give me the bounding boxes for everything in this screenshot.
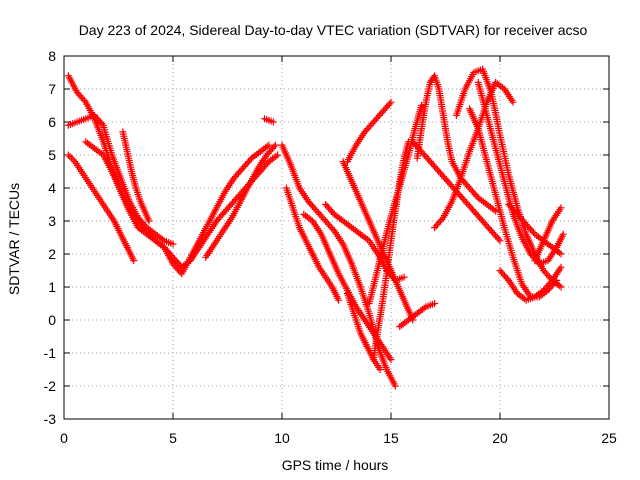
- x-tick-label: 0: [60, 430, 68, 446]
- chart-title: Day 223 of 2024, Sidereal Day-to-day VTE…: [79, 22, 588, 38]
- y-tick-label: 0: [48, 312, 56, 328]
- data-point: [509, 98, 517, 106]
- series-track-24: [496, 263, 565, 304]
- x-tick-label: 15: [383, 430, 399, 446]
- data-point: [246, 156, 254, 164]
- data-point: [557, 204, 565, 212]
- series-track-17: [396, 300, 439, 331]
- data-point: [431, 300, 439, 307]
- data-point: [329, 225, 337, 233]
- y-axis-label: SDTVAR / TECUs: [6, 183, 22, 295]
- data-point: [98, 120, 106, 128]
- y-tick-label: -3: [44, 411, 57, 427]
- data-marks: [64, 65, 567, 390]
- data-point: [418, 102, 426, 109]
- data-point: [557, 263, 565, 271]
- series-track-6: [202, 141, 279, 261]
- data-point: [274, 151, 282, 159]
- series-track-4: [82, 138, 282, 271]
- data-point: [263, 159, 271, 167]
- series-track-14: [370, 138, 412, 364]
- data-point: [473, 192, 481, 200]
- y-tick-label: 8: [48, 48, 56, 64]
- data-point: [69, 156, 77, 164]
- data-point: [387, 356, 395, 364]
- y-tick-label: 4: [48, 180, 56, 196]
- axis-ticks: 0 5 10 15 20 25 -3 -2 -1 0 1 2 3 4 5 6 7 8: [44, 48, 617, 446]
- data-point: [547, 278, 555, 286]
- data-point: [503, 275, 511, 283]
- data-point: [68, 154, 76, 162]
- y-tick-label: 2: [48, 246, 56, 262]
- data-point: [492, 207, 500, 215]
- plot-frame: [63, 55, 610, 420]
- data-point: [64, 151, 72, 159]
- data-point: [335, 296, 343, 304]
- data-point: [529, 229, 537, 237]
- series-track-21: [452, 65, 565, 291]
- data-point: [66, 153, 74, 161]
- series-track-3: [64, 151, 138, 265]
- data-point: [169, 240, 177, 248]
- x-tick-label: 20: [492, 430, 508, 446]
- x-tick-label: 10: [274, 430, 290, 446]
- y-tick-label: 5: [48, 147, 56, 163]
- data-point: [150, 235, 158, 243]
- y-tick-label: 7: [48, 81, 56, 97]
- data-point: [329, 209, 337, 217]
- series-track-26: [531, 204, 565, 265]
- data-point: [145, 217, 153, 225]
- x-tick-label: 25: [601, 430, 617, 446]
- data-point: [438, 215, 446, 223]
- data-point: [557, 250, 565, 258]
- data-point: [80, 97, 88, 105]
- data-point: [400, 273, 408, 281]
- series-track-15: [365, 102, 426, 307]
- grid: [64, 56, 609, 419]
- data-point: [559, 230, 567, 238]
- data-point: [130, 257, 138, 265]
- series-track-10: [300, 210, 395, 364]
- series-track-25: [505, 201, 565, 258]
- data-point: [557, 283, 565, 291]
- y-tick-label: -1: [44, 345, 57, 361]
- data-point: [265, 141, 273, 149]
- series-track-16: [343, 98, 395, 166]
- data-point: [386, 100, 394, 108]
- series-track-7: [261, 115, 277, 126]
- x-tick-label: 5: [169, 430, 177, 446]
- y-tick-label: -2: [44, 378, 57, 394]
- y-tick-label: 3: [48, 213, 56, 229]
- data-point: [269, 118, 277, 126]
- series-track-9: [282, 184, 343, 304]
- data-point: [495, 235, 503, 243]
- series-track-1: [64, 72, 273, 278]
- y-tick-label: 6: [48, 114, 56, 130]
- series-track-5: [119, 128, 153, 225]
- data-point: [376, 366, 384, 373]
- data-point: [270, 143, 278, 151]
- data-point: [387, 98, 395, 106]
- data-point: [391, 382, 399, 390]
- x-axis-label: GPS time / hours: [282, 457, 389, 473]
- series-track-12: [339, 158, 417, 324]
- y-tick-label: 1: [48, 279, 56, 295]
- data-point: [496, 237, 504, 245]
- data-point: [271, 141, 279, 149]
